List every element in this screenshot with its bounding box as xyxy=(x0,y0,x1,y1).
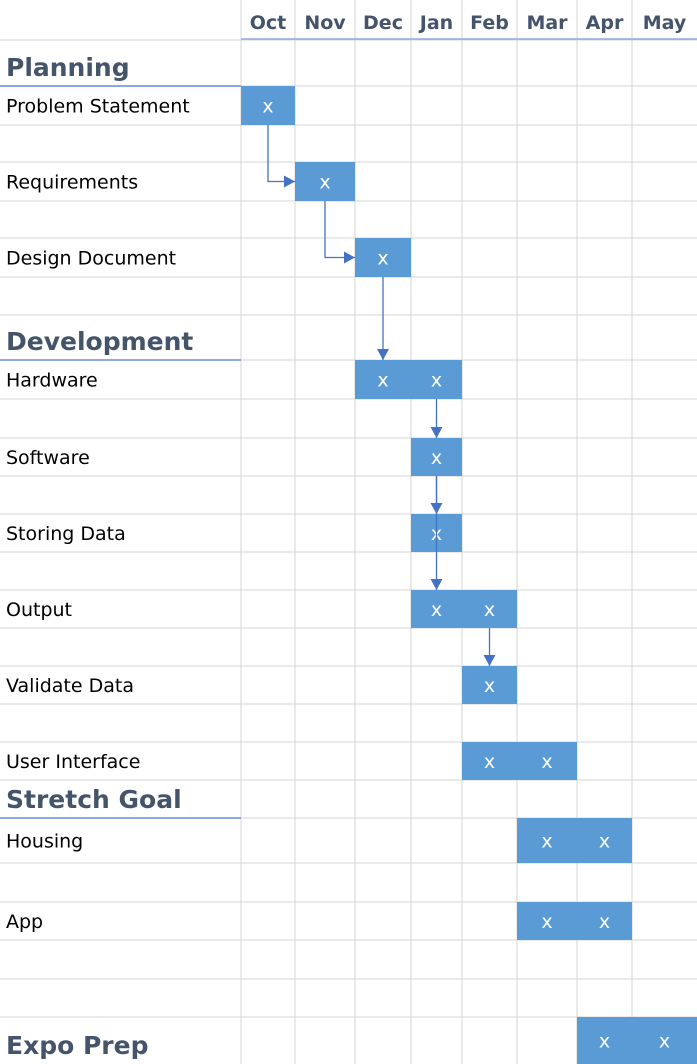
task-bar-design xyxy=(355,238,411,277)
task-label: Design Document xyxy=(6,248,176,270)
task-label: User Interface xyxy=(6,751,140,773)
task-label: Hardware xyxy=(6,370,98,392)
task-bar-housing xyxy=(517,818,632,863)
task-label: Validate Data xyxy=(6,675,134,697)
activity-mark: x xyxy=(659,1031,670,1053)
month-label: Oct xyxy=(250,12,287,34)
dependency-arrows xyxy=(267,125,496,666)
activity-mark: x xyxy=(431,370,442,392)
activity-mark: x xyxy=(599,1031,610,1053)
activity-mark: x xyxy=(541,831,552,853)
activity-mark: x xyxy=(262,96,273,118)
section-title: Development xyxy=(6,327,193,356)
task-label: Housing xyxy=(6,831,83,853)
arrowhead xyxy=(483,655,496,666)
activity-mark: x xyxy=(484,751,495,773)
month-header: Oct Nov Dec Jan Feb Mar Apr May xyxy=(241,12,697,40)
task-bar-software xyxy=(411,438,462,476)
dependency-line xyxy=(324,201,355,259)
activity-mark: x xyxy=(431,599,442,621)
activity-mark: x xyxy=(541,751,552,773)
activity-mark: x xyxy=(431,447,442,469)
activity-mark: x xyxy=(377,248,388,270)
task-label: Storing Data xyxy=(6,523,126,545)
month-label: Mar xyxy=(526,12,568,34)
section-title: Stretch Goal xyxy=(6,785,182,814)
arrowhead xyxy=(377,349,389,360)
task-bar-expo xyxy=(577,1017,697,1064)
arrowhead xyxy=(430,579,443,590)
activity-mark: x xyxy=(319,172,330,194)
month-label: Nov xyxy=(304,12,346,34)
task-label: Software xyxy=(6,447,90,469)
arrowhead xyxy=(430,427,443,438)
task-bar-output xyxy=(411,590,517,628)
section-title: Planning xyxy=(6,53,130,82)
task-bar-problem xyxy=(241,86,295,125)
section-title: Expo Prep xyxy=(6,1031,148,1060)
task-label: App xyxy=(6,911,43,933)
month-label: May xyxy=(643,12,687,34)
month-label: Feb xyxy=(470,12,509,34)
task-label: Problem Statement xyxy=(6,96,190,118)
task-bar-ui xyxy=(462,742,577,780)
arrowhead xyxy=(344,251,355,264)
activity-mark: x xyxy=(484,675,495,697)
activity-mark: x xyxy=(484,599,495,621)
month-label: Apr xyxy=(586,12,624,34)
activity-mark: x xyxy=(599,831,610,853)
month-label: Jan xyxy=(418,12,453,34)
dependency-line xyxy=(267,125,295,183)
activity-mark: x xyxy=(599,911,610,933)
task-bar-validate xyxy=(462,666,517,704)
task-label: Requirements xyxy=(6,172,138,194)
task-bar-requirements xyxy=(295,162,355,201)
arrowhead xyxy=(284,175,295,188)
task-bar-app xyxy=(517,902,632,940)
task-label: Output xyxy=(6,599,72,621)
row-labels: Planning Development Stretch Goal Expo Prep… xyxy=(0,53,241,1060)
task-bar-hardware xyxy=(355,360,462,399)
activity-mark: x xyxy=(377,370,388,392)
activity-mark: x xyxy=(541,911,552,933)
month-label: Dec xyxy=(363,12,403,34)
